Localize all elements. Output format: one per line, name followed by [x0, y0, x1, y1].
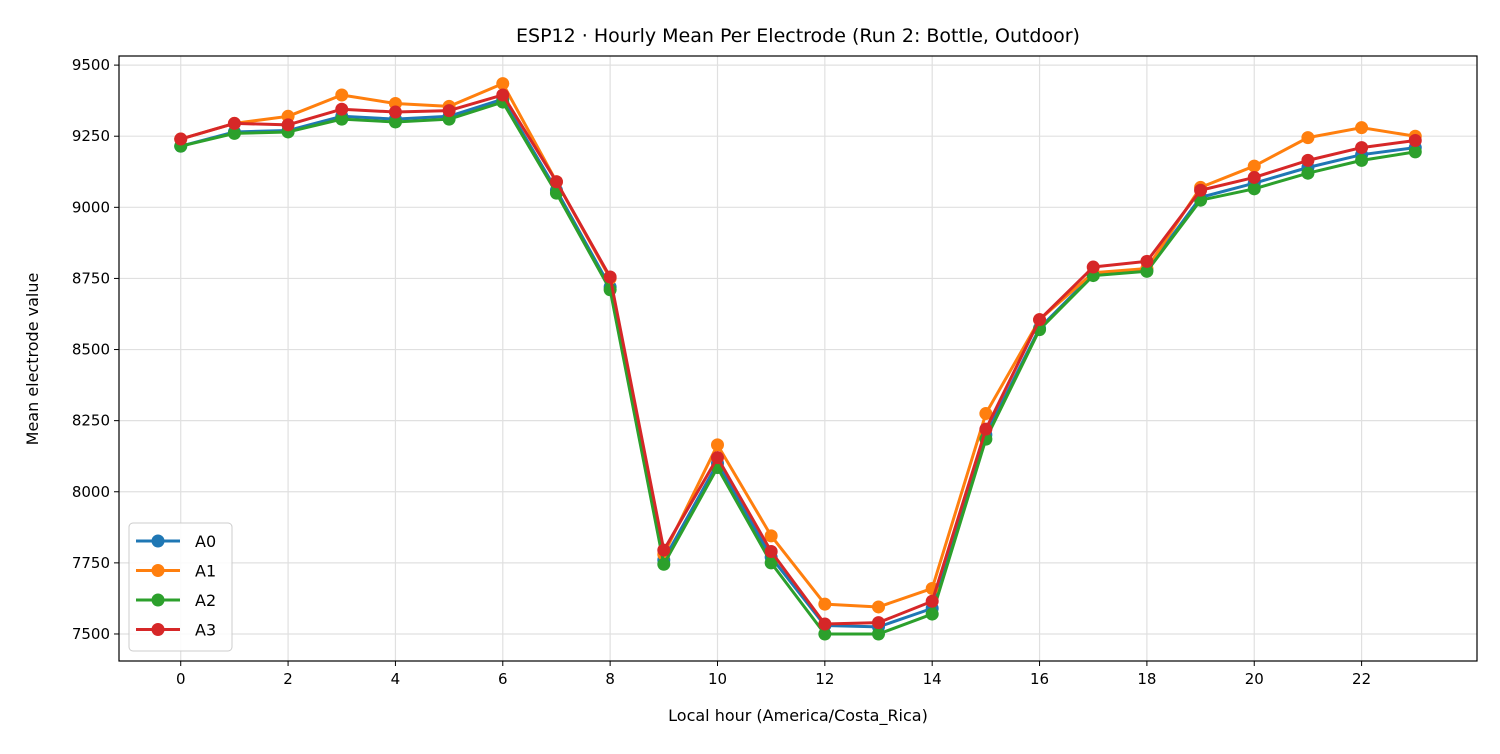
data-point-A1: [979, 407, 993, 421]
series-A3: [174, 88, 1422, 631]
data-point-A1: [1301, 131, 1315, 145]
data-point-A3: [1301, 153, 1315, 167]
data-point-A3: [872, 616, 886, 630]
data-point-A3: [1194, 183, 1208, 197]
legend-label: A1: [195, 562, 216, 581]
legend-entry: A3: [136, 621, 216, 640]
data-point-A1: [496, 77, 510, 91]
data-point-A3: [979, 422, 993, 436]
data-point-A3: [496, 88, 510, 102]
legend-entry: A2: [136, 591, 216, 610]
series-line-A1: [180, 82, 1416, 609]
y-tick-label: 7750: [72, 554, 110, 572]
data-point-A3: [174, 132, 188, 146]
x-tick-label: 2: [283, 670, 293, 688]
legend-marker: [151, 623, 165, 636]
chart-title: ESP12 · Hourly Mean Per Electrode (Run 2…: [516, 25, 1080, 47]
data-point-A1: [710, 438, 724, 452]
data-point-A3: [227, 116, 241, 130]
y-tick-label: 8750: [72, 269, 110, 287]
x-tick-label: 16: [1030, 670, 1049, 688]
x-tick-label: 4: [391, 670, 401, 688]
data-point-A3: [549, 175, 563, 189]
x-axis-label: Local hour (America/Costa_Rica): [668, 706, 928, 726]
legend-entry: A0: [136, 532, 216, 551]
data-point-A2: [925, 607, 939, 621]
data-point-A3: [603, 270, 617, 284]
data-point-A1: [872, 600, 886, 614]
data-point-A3: [1033, 313, 1047, 327]
x-tick-label: 8: [605, 670, 615, 688]
data-point-A3: [710, 451, 724, 465]
data-point-A3: [281, 118, 295, 132]
data-point-A3: [388, 105, 402, 119]
y-axis: 7500 7750 8000 8250 8500 8750 9000 9250 9500: [72, 56, 119, 643]
data-point-A3: [1355, 141, 1369, 155]
legend-box: [128, 522, 233, 652]
legend-entry: A1: [136, 562, 216, 581]
legend-label: A0: [195, 532, 216, 551]
data-point-A1: [1355, 121, 1369, 135]
data-point-A3: [442, 104, 456, 118]
data-point-A2: [335, 112, 349, 126]
data-point-A3: [1247, 170, 1261, 184]
data-point-A3: [1140, 254, 1154, 268]
legend-marker: [151, 534, 165, 548]
data-point-A2: [1408, 145, 1422, 159]
data-point-A2: [818, 627, 832, 641]
y-tick-label: 9500: [72, 56, 110, 74]
data-point-A3: [1408, 133, 1422, 147]
y-axis-label: Mean electrode value: [23, 273, 42, 446]
series-line-A0: [180, 97, 1416, 629]
x-tick-label: 10: [708, 670, 727, 688]
series-A2: [174, 95, 1422, 641]
data-point-A3: [657, 543, 671, 557]
data-point-A3: [764, 544, 778, 558]
data-point-A2: [388, 115, 402, 129]
legend-label: A3: [195, 621, 216, 640]
x-tick-label: 0: [176, 670, 186, 688]
x-tick-label: 22: [1352, 670, 1371, 688]
y-tick-label: 8500: [72, 341, 110, 359]
data-point-A1: [818, 597, 832, 611]
data-point-A3: [1086, 260, 1100, 274]
x-axis: 0 2 4 6 8 10 12 14 16 18 20 22: [176, 661, 1371, 688]
x-tick-label: 20: [1245, 670, 1264, 688]
legend-marker: [151, 564, 165, 577]
y-tick-label: 8250: [72, 412, 110, 430]
series-line-A3: [180, 93, 1416, 626]
y-tick-label: 8000: [72, 483, 110, 501]
series-A1: [174, 77, 1422, 614]
x-tick-label: 14: [923, 670, 942, 688]
data-point-A2: [872, 627, 886, 641]
y-tick-label: 9000: [72, 198, 110, 216]
series-group: [174, 77, 1422, 641]
legend-label: A2: [195, 591, 216, 610]
legend: A0 A1 A2 A3: [128, 522, 233, 652]
data-point-A1: [335, 88, 349, 102]
y-tick-label: 7500: [72, 625, 110, 643]
series-line-A2: [180, 100, 1416, 636]
data-point-A2: [1247, 182, 1261, 196]
data-point-A3: [335, 102, 349, 116]
x-tick-label: 18: [1137, 670, 1156, 688]
x-tick-label: 6: [498, 670, 508, 688]
data-point-A3: [925, 594, 939, 608]
data-point-A2: [657, 557, 671, 571]
legend-marker: [151, 593, 165, 607]
data-point-A1: [764, 529, 778, 543]
data-point-A2: [1355, 153, 1369, 167]
x-tick-label: 12: [815, 670, 834, 688]
y-tick-label: 9250: [72, 127, 110, 145]
data-point-A3: [818, 617, 832, 631]
plot-frame: [118, 55, 1478, 662]
data-point-A2: [1301, 166, 1315, 180]
data-point-A2: [1140, 264, 1154, 278]
data-point-A2: [227, 126, 241, 140]
data-point-A1: [1247, 159, 1261, 173]
data-point-A2: [764, 556, 778, 570]
